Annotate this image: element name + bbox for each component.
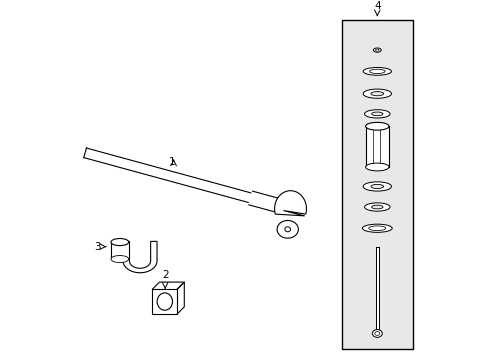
Ellipse shape (371, 112, 382, 116)
Bar (375, 247, 378, 331)
Ellipse shape (363, 67, 391, 75)
Bar (341, 20, 412, 349)
Text: 4: 4 (373, 1, 380, 11)
Polygon shape (274, 191, 306, 216)
Ellipse shape (370, 184, 383, 189)
Ellipse shape (371, 205, 382, 209)
Ellipse shape (375, 49, 378, 51)
Ellipse shape (365, 122, 388, 130)
Ellipse shape (363, 89, 391, 98)
Ellipse shape (373, 48, 381, 52)
Bar (111, 242, 128, 259)
Bar (365, 126, 388, 167)
Ellipse shape (157, 293, 172, 310)
Ellipse shape (362, 224, 391, 232)
Ellipse shape (285, 227, 290, 232)
Polygon shape (277, 220, 298, 238)
Ellipse shape (364, 203, 389, 211)
Ellipse shape (374, 332, 379, 336)
Ellipse shape (363, 182, 391, 191)
Polygon shape (83, 148, 281, 211)
Text: 1: 1 (168, 157, 175, 167)
Text: 2: 2 (162, 270, 168, 280)
Ellipse shape (111, 256, 128, 262)
Ellipse shape (111, 239, 128, 246)
Bar (152, 289, 177, 314)
Ellipse shape (369, 69, 385, 73)
Ellipse shape (370, 91, 383, 96)
Ellipse shape (365, 163, 388, 171)
Ellipse shape (364, 110, 389, 118)
Text: 3: 3 (94, 242, 101, 252)
Polygon shape (248, 191, 281, 213)
Ellipse shape (371, 329, 382, 337)
Polygon shape (123, 241, 157, 273)
Ellipse shape (368, 226, 385, 231)
